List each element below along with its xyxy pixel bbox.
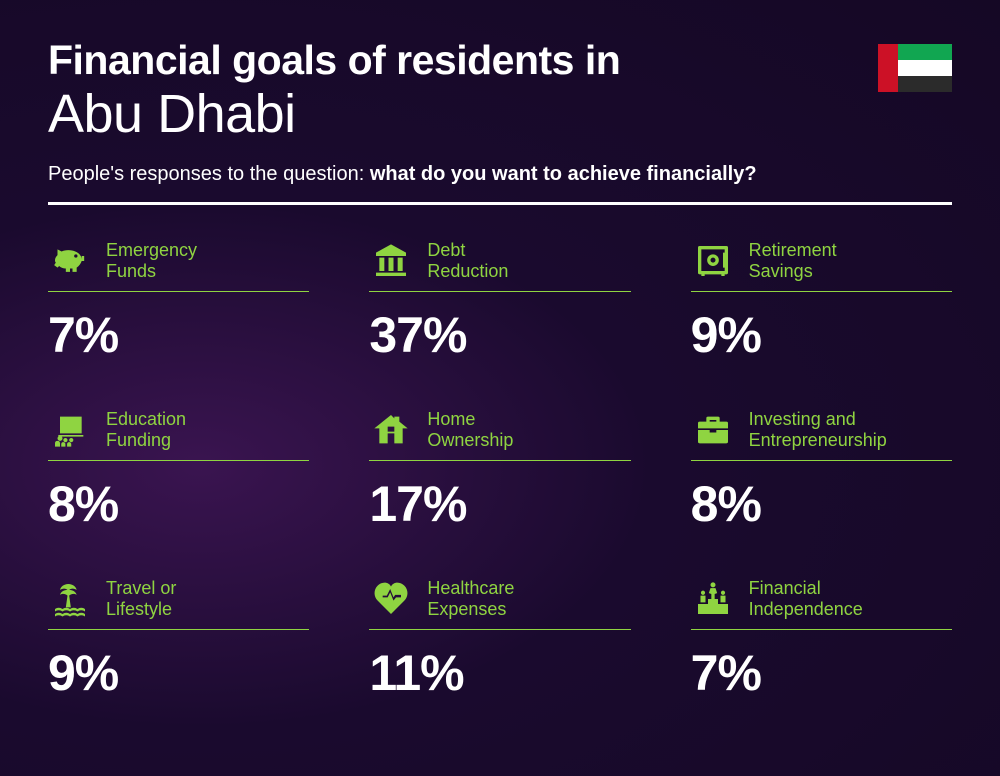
piggy-bank-icon [48,239,92,283]
bank-icon [369,239,413,283]
flag-white-stripe [898,60,952,76]
education-icon [48,408,92,452]
item-header: Home Ownership [369,408,630,461]
item-emergency-funds: Emergency Funds 7% [48,239,309,364]
briefcase-icon [691,408,735,452]
item-financial-independence: Financial Independence 7% [691,577,952,702]
item-value: 8% [48,475,309,533]
item-label: Home Ownership [427,409,513,452]
flag-stripes [898,44,952,92]
podium-icon [691,577,735,621]
item-label: Debt Reduction [427,240,508,283]
flag-green-stripe [898,44,952,60]
item-travel-lifestyle: Travel or Lifestyle 9% [48,577,309,702]
item-education-funding: Education Funding 8% [48,408,309,533]
items-grid: Emergency Funds 7% Debt Reduction 37% [48,239,952,702]
item-header: Travel or Lifestyle [48,577,309,630]
item-label: Healthcare Expenses [427,578,514,621]
heart-pulse-icon [369,577,413,621]
item-debt-reduction: Debt Reduction 37% [369,239,630,364]
item-header: Investing and Entrepreneurship [691,408,952,461]
item-healthcare: Healthcare Expenses 11% [369,577,630,702]
palm-icon [48,577,92,621]
item-label: Retirement Savings [749,240,837,283]
item-value: 17% [369,475,630,533]
item-header: Debt Reduction [369,239,630,292]
title-line1: Financial goals of residents in [48,38,878,83]
item-value: 9% [691,306,952,364]
item-value: 37% [369,306,630,364]
item-header: Retirement Savings [691,239,952,292]
infographic-container: Financial goals of residents in Abu Dhab… [0,0,1000,740]
item-label: Education Funding [106,409,186,452]
uae-flag-icon [878,44,952,92]
subtitle-prefix: People's responses to the question: [48,163,370,185]
flag-red-bar [878,44,898,92]
title-line2: Abu Dhabi [48,83,878,145]
item-label: Emergency Funds [106,240,197,283]
item-header: Emergency Funds [48,239,309,292]
item-header: Education Funding [48,408,309,461]
divider [48,202,952,205]
item-value: 7% [691,644,952,702]
title-block: Financial goals of residents in Abu Dhab… [48,38,878,145]
item-header: Healthcare Expenses [369,577,630,630]
item-header: Financial Independence [691,577,952,630]
item-retirement-savings: Retirement Savings 9% [691,239,952,364]
header-row: Financial goals of residents in Abu Dhab… [48,38,952,145]
item-home-ownership: Home Ownership 17% [369,408,630,533]
item-label: Travel or Lifestyle [106,578,176,621]
house-icon [369,408,413,452]
item-label: Financial Independence [749,578,863,621]
flag-black-stripe [898,76,952,92]
item-value: 11% [369,644,630,702]
item-label: Investing and Entrepreneurship [749,409,887,452]
item-value: 9% [48,644,309,702]
subtitle: People's responses to the question: what… [48,163,952,186]
item-investing: Investing and Entrepreneurship 8% [691,408,952,533]
item-value: 8% [691,475,952,533]
safe-icon [691,239,735,283]
item-value: 7% [48,306,309,364]
subtitle-bold: what do you want to achieve financially? [370,163,757,185]
